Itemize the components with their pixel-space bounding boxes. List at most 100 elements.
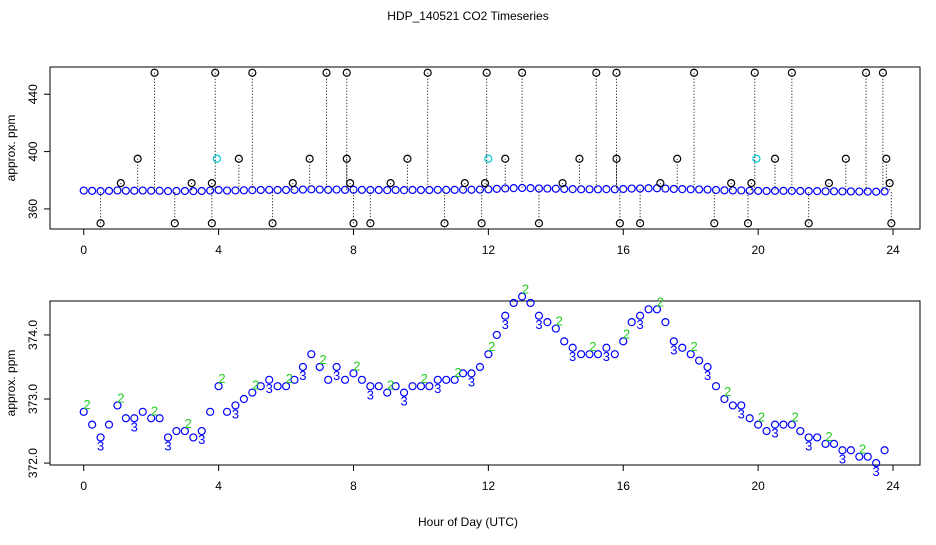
point bbox=[754, 420, 763, 429]
point-symbol: 3 bbox=[198, 432, 205, 447]
point-symbol: 3 bbox=[299, 368, 306, 383]
x-tick-label: 20 bbox=[751, 479, 765, 493]
point bbox=[248, 186, 257, 195]
point bbox=[703, 185, 712, 194]
y-tick-label: 374.0 bbox=[26, 320, 40, 350]
point bbox=[615, 219, 624, 228]
point bbox=[440, 219, 449, 228]
point bbox=[863, 452, 872, 461]
point bbox=[172, 426, 181, 436]
point bbox=[88, 186, 97, 195]
point bbox=[593, 185, 603, 194]
point bbox=[695, 185, 704, 194]
point bbox=[551, 184, 560, 193]
point bbox=[821, 439, 830, 448]
point bbox=[425, 382, 434, 391]
point bbox=[290, 375, 299, 384]
point bbox=[829, 439, 839, 448]
point bbox=[442, 375, 451, 384]
point-symbol: 2 bbox=[758, 410, 765, 425]
point bbox=[838, 187, 847, 196]
point bbox=[492, 184, 501, 193]
point bbox=[290, 185, 299, 194]
point bbox=[416, 382, 426, 391]
point-symbol: 2 bbox=[792, 410, 799, 425]
point bbox=[88, 420, 97, 429]
point bbox=[197, 426, 206, 436]
point bbox=[234, 154, 243, 163]
point bbox=[720, 186, 729, 195]
point-symbol: 3 bbox=[771, 426, 778, 441]
point bbox=[804, 219, 813, 228]
point bbox=[342, 154, 351, 163]
y-tick-label: 373.0 bbox=[26, 384, 40, 414]
point bbox=[673, 154, 682, 163]
point bbox=[743, 219, 753, 228]
point bbox=[796, 186, 805, 196]
point bbox=[710, 219, 719, 228]
point bbox=[268, 219, 277, 228]
point bbox=[610, 350, 619, 359]
point bbox=[96, 219, 105, 228]
point bbox=[366, 219, 375, 228]
point-symbol: 2 bbox=[421, 371, 428, 386]
point bbox=[627, 184, 636, 193]
point bbox=[787, 68, 796, 77]
x-tick-label: 16 bbox=[617, 479, 631, 493]
point bbox=[585, 350, 594, 359]
point bbox=[450, 375, 459, 384]
point-symbol: 2 bbox=[724, 384, 731, 399]
point bbox=[627, 318, 636, 327]
point bbox=[121, 414, 130, 423]
point bbox=[770, 186, 780, 195]
point-symbol: 2 bbox=[623, 326, 630, 341]
point bbox=[612, 154, 621, 163]
point bbox=[408, 382, 417, 391]
point bbox=[324, 185, 333, 194]
point bbox=[113, 186, 122, 195]
point-symbol: 2 bbox=[657, 294, 664, 309]
point bbox=[324, 375, 333, 384]
point-symbol: 2 bbox=[320, 352, 327, 367]
point bbox=[180, 426, 189, 436]
point-symbol: 2 bbox=[185, 416, 192, 431]
point bbox=[180, 186, 189, 196]
point bbox=[207, 179, 216, 188]
point bbox=[728, 401, 737, 410]
point bbox=[686, 185, 695, 194]
point bbox=[315, 362, 324, 372]
point bbox=[754, 186, 763, 195]
point-symbol: 2 bbox=[286, 371, 293, 386]
point bbox=[433, 185, 442, 194]
series: 3 3 3 3 3 3 3 3 3 3 3 3 3 3 3 3 3 3 3 3 3 3 3 3 bbox=[97, 317, 880, 479]
point bbox=[96, 433, 105, 442]
point bbox=[747, 179, 756, 188]
point-symbol: 2 bbox=[690, 339, 697, 354]
point bbox=[678, 185, 687, 194]
point bbox=[602, 343, 611, 352]
point bbox=[727, 179, 736, 188]
point bbox=[340, 185, 350, 194]
point bbox=[248, 388, 257, 397]
point-symbol: 2 bbox=[218, 371, 225, 386]
series bbox=[79, 183, 889, 196]
point bbox=[585, 185, 594, 194]
point bbox=[737, 186, 746, 195]
point bbox=[517, 292, 527, 301]
point bbox=[517, 68, 527, 77]
point-symbol: 3 bbox=[266, 381, 273, 396]
point bbox=[720, 394, 729, 404]
point bbox=[256, 185, 265, 195]
point bbox=[652, 184, 662, 193]
point bbox=[577, 350, 586, 359]
point bbox=[509, 298, 518, 308]
point bbox=[133, 154, 142, 163]
point bbox=[592, 68, 601, 77]
point bbox=[669, 184, 678, 194]
point bbox=[305, 154, 314, 163]
point bbox=[374, 382, 383, 391]
point bbox=[872, 187, 881, 196]
point-symbol: 3 bbox=[232, 406, 239, 421]
point bbox=[619, 184, 628, 194]
point-symbol: 3 bbox=[468, 374, 475, 389]
